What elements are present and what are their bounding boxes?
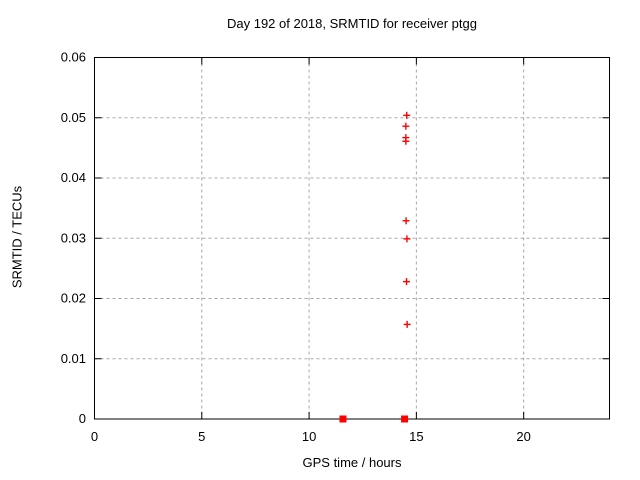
y-tick-label: 0 [79,411,86,426]
y-tick-label: 0.01 [61,351,86,366]
x-tick-label: 20 [516,429,530,444]
x-tick-label: 15 [409,429,423,444]
x-tick-label: 0 [91,429,98,444]
y-tick-label: 0.05 [61,110,86,125]
data-point-square [339,415,347,423]
y-tick-label: 0.03 [61,230,86,245]
y-tick-label: 0.02 [61,291,86,306]
x-tick-label: 10 [302,429,316,444]
data-point-square [401,415,409,423]
chart-title: Day 192 of 2018, SRMTID for receiver ptg… [226,16,477,31]
x-axis-label: GPS time / hours [302,455,402,470]
plot-border [94,57,610,420]
y-tick-label: 0.04 [61,170,86,185]
y-tick-label: 0.06 [61,50,86,65]
x-tick-label: 5 [198,429,205,444]
